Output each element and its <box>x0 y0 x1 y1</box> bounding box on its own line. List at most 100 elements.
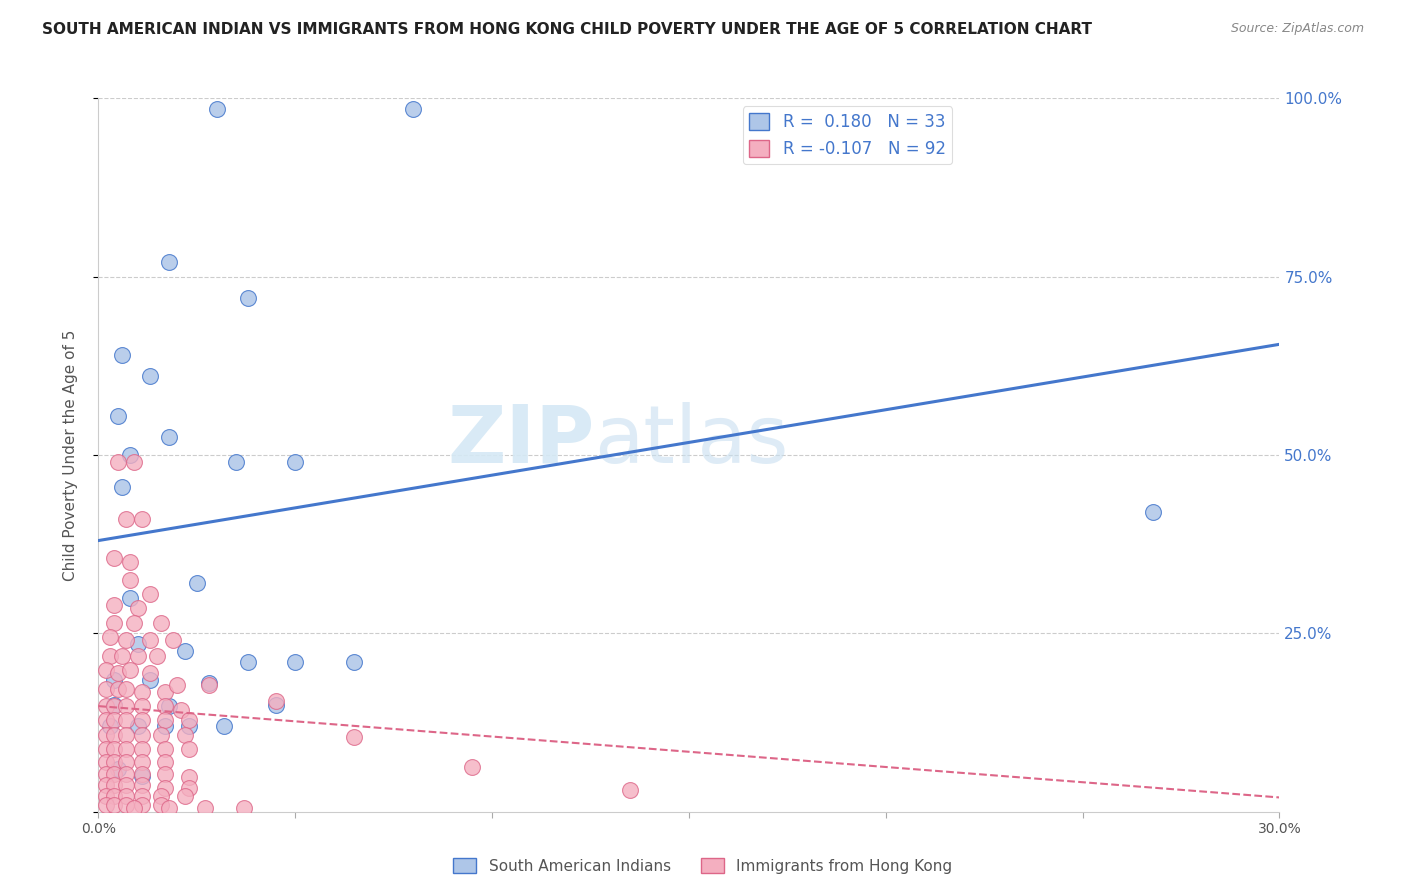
Point <box>284 655 307 669</box>
Point <box>131 685 153 699</box>
Point <box>170 703 193 717</box>
Point <box>131 728 153 742</box>
Point <box>103 797 125 812</box>
Point <box>197 678 219 692</box>
Point <box>155 714 177 728</box>
Point <box>131 512 153 526</box>
Point <box>155 719 177 733</box>
Point <box>103 714 125 728</box>
Point <box>96 767 118 781</box>
Point <box>103 615 125 630</box>
Point <box>177 714 200 728</box>
Point <box>111 348 134 362</box>
Point <box>122 615 145 630</box>
Point <box>103 755 125 769</box>
Point <box>98 649 121 664</box>
Point <box>103 698 125 712</box>
Point <box>98 719 121 733</box>
Point <box>115 633 138 648</box>
Point <box>174 728 197 742</box>
Point <box>138 665 160 680</box>
Point <box>103 742 125 756</box>
Point <box>131 769 153 783</box>
Point <box>225 455 247 469</box>
Point <box>115 728 138 742</box>
Point <box>98 630 121 644</box>
Point <box>103 778 125 792</box>
Point <box>343 730 366 744</box>
Point <box>150 797 173 812</box>
Point <box>264 694 287 708</box>
Point <box>166 678 188 692</box>
Point <box>194 801 217 815</box>
Point <box>155 699 177 714</box>
Point <box>115 699 138 714</box>
Y-axis label: Child Poverty Under the Age of 5: Child Poverty Under the Age of 5 <box>63 329 77 581</box>
Point <box>174 644 197 658</box>
Legend: South American Indians, Immigrants from Hong Kong: South American Indians, Immigrants from … <box>447 852 959 880</box>
Point <box>138 633 160 648</box>
Point <box>155 767 177 781</box>
Point <box>197 676 219 690</box>
Point <box>115 789 138 803</box>
Point <box>107 681 129 696</box>
Point <box>174 789 197 803</box>
Point <box>107 455 129 469</box>
Point <box>461 760 484 774</box>
Point <box>236 291 259 305</box>
Point <box>131 755 153 769</box>
Point <box>118 555 141 569</box>
Point <box>155 755 177 769</box>
Text: SOUTH AMERICAN INDIAN VS IMMIGRANTS FROM HONG KONG CHILD POVERTY UNDER THE AGE O: SOUTH AMERICAN INDIAN VS IMMIGRANTS FROM… <box>42 22 1092 37</box>
Point <box>131 797 153 812</box>
Point <box>233 801 256 815</box>
Point <box>343 655 366 669</box>
Point <box>96 778 118 792</box>
Text: Source: ZipAtlas.com: Source: ZipAtlas.com <box>1230 22 1364 36</box>
Point <box>96 681 118 696</box>
Point <box>177 742 200 756</box>
Point <box>115 767 138 781</box>
Point <box>155 685 177 699</box>
Point <box>107 665 129 680</box>
Point <box>103 598 125 612</box>
Point <box>131 714 153 728</box>
Point <box>146 649 169 664</box>
Point <box>214 719 236 733</box>
Point <box>162 633 184 648</box>
Point <box>115 742 138 756</box>
Point <box>150 615 173 630</box>
Point <box>138 673 160 687</box>
Point <box>150 789 173 803</box>
Point <box>131 789 153 803</box>
Point <box>150 728 173 742</box>
Point <box>96 728 118 742</box>
Point <box>127 601 149 615</box>
Point <box>122 455 145 469</box>
Point <box>236 655 259 669</box>
Point <box>127 719 149 733</box>
Point <box>118 448 141 462</box>
Point <box>131 767 153 781</box>
Point <box>111 480 134 494</box>
Point <box>96 797 118 812</box>
Point <box>1142 505 1164 519</box>
Point <box>157 801 180 815</box>
Point <box>131 778 153 792</box>
Point <box>157 430 180 444</box>
Point <box>103 767 125 781</box>
Point <box>122 801 145 815</box>
Point <box>264 698 287 712</box>
Point <box>107 762 129 776</box>
Point <box>115 778 138 792</box>
Point <box>111 649 134 664</box>
Point <box>205 102 228 116</box>
Point <box>284 455 307 469</box>
Point <box>118 573 141 587</box>
Point <box>96 755 118 769</box>
Point <box>131 742 153 756</box>
Legend: R =  0.180   N = 33, R = -0.107   N = 92: R = 0.180 N = 33, R = -0.107 N = 92 <box>742 106 952 164</box>
Point <box>138 587 160 601</box>
Point <box>96 789 118 803</box>
Point <box>103 699 125 714</box>
